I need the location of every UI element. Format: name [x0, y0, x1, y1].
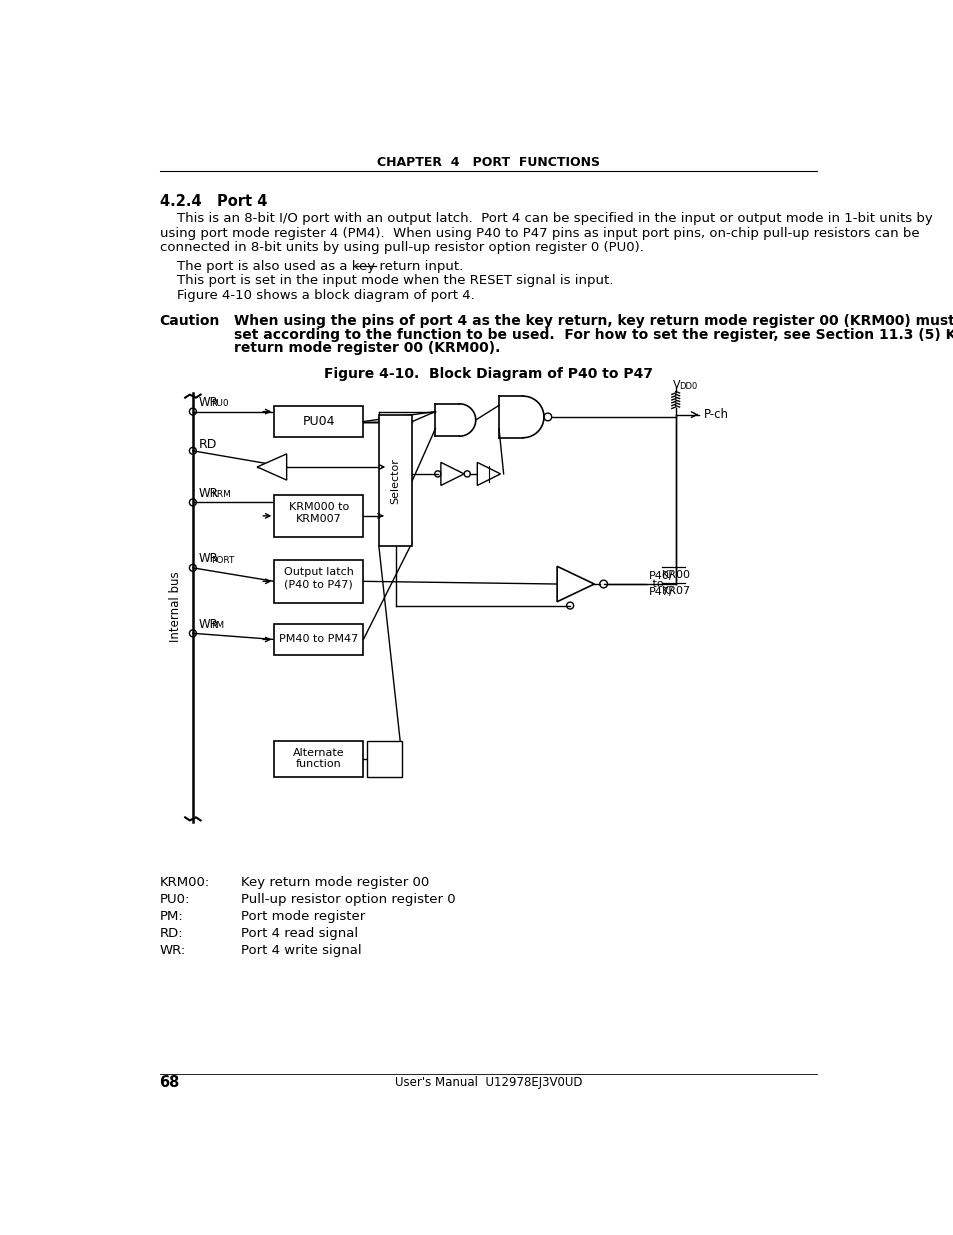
Text: KRM00:: KRM00:: [159, 876, 210, 889]
Text: using port mode register 4 (PM4).  When using P40 to P47 pins as input port pins: using port mode register 4 (PM4). When u…: [159, 227, 918, 240]
Bar: [367, 741, 402, 777]
Text: Figure 4-10 shows a block diagram of port 4.: Figure 4-10 shows a block diagram of por…: [159, 289, 474, 303]
Text: KR00: KR00: [661, 569, 690, 579]
Bar: [274, 406, 363, 437]
Text: Caution: Caution: [159, 314, 220, 327]
Text: DD0: DD0: [679, 383, 697, 391]
Text: Internal bus: Internal bus: [169, 572, 182, 642]
Text: PM40 to PM47: PM40 to PM47: [279, 635, 358, 645]
Text: PU0: PU0: [212, 399, 229, 409]
Text: The port is also used as a key return input.: The port is also used as a key return in…: [159, 259, 462, 273]
Text: Key return mode register 00: Key return mode register 00: [241, 876, 429, 889]
Text: Pull-up resistor option register 0: Pull-up resistor option register 0: [241, 893, 456, 905]
Text: PU04: PU04: [302, 415, 335, 429]
Text: KRM007: KRM007: [295, 514, 341, 524]
Text: P-ch: P-ch: [703, 408, 728, 421]
Text: return mode register 00 (KRM00).: return mode register 00 (KRM00).: [233, 341, 499, 356]
Text: PU0:: PU0:: [159, 893, 190, 905]
Text: Selector: Selector: [390, 458, 400, 504]
Text: P47/: P47/: [648, 588, 673, 598]
Polygon shape: [557, 567, 594, 601]
Text: WR: WR: [198, 487, 218, 500]
Text: RD:: RD:: [159, 926, 183, 940]
Text: KRM000 to: KRM000 to: [289, 501, 349, 513]
Text: 4.2.4   Port 4: 4.2.4 Port 4: [159, 194, 267, 210]
Text: This port is set in the input mode when the RESET signal is input.: This port is set in the input mode when …: [159, 274, 612, 288]
Text: WR: WR: [198, 618, 218, 631]
Polygon shape: [257, 454, 286, 480]
Bar: [274, 624, 363, 655]
Polygon shape: [440, 462, 464, 485]
Text: P40/: P40/: [648, 572, 673, 582]
Text: Port mode register: Port mode register: [241, 910, 365, 923]
Text: WR: WR: [198, 395, 218, 409]
Text: KR07: KR07: [661, 585, 690, 597]
Text: User's Manual  U12978EJ3V0UD: User's Manual U12978EJ3V0UD: [395, 1077, 582, 1089]
Text: Output latch: Output latch: [284, 567, 354, 578]
Text: When using the pins of port 4 as the key return, key return mode register 00 (KR: When using the pins of port 4 as the key…: [233, 314, 953, 327]
Text: 68: 68: [159, 1076, 180, 1091]
Text: connected in 8-bit units by using pull-up resistor option register 0 (PU0).: connected in 8-bit units by using pull-u…: [159, 241, 642, 254]
Text: V: V: [672, 380, 679, 390]
Text: KRM: KRM: [212, 490, 232, 499]
Text: Port 4 read signal: Port 4 read signal: [241, 926, 357, 940]
Bar: [378, 415, 412, 546]
Text: Port 4 write signal: Port 4 write signal: [241, 944, 361, 957]
Bar: [274, 741, 363, 777]
Text: Figure 4-10.  Block Diagram of P40 to P47: Figure 4-10. Block Diagram of P40 to P47: [324, 367, 653, 380]
Text: (P40 to P47): (P40 to P47): [284, 579, 353, 589]
Text: WR:: WR:: [159, 944, 186, 957]
Bar: [274, 495, 363, 537]
Text: Alternate: Alternate: [293, 748, 344, 758]
Text: This is an 8-bit I/O port with an output latch.  Port 4 can be specified in the : This is an 8-bit I/O port with an output…: [159, 212, 931, 225]
Text: CHAPTER  4   PORT  FUNCTIONS: CHAPTER 4 PORT FUNCTIONS: [377, 156, 599, 168]
Polygon shape: [476, 462, 500, 485]
Text: function: function: [295, 760, 341, 769]
Bar: [274, 561, 363, 603]
Text: PM: PM: [212, 621, 224, 630]
Text: set according to the function to be used.  For how to set the register, see Sect: set according to the function to be used…: [233, 327, 953, 342]
Text: PM:: PM:: [159, 910, 183, 923]
Text: RD: RD: [198, 438, 216, 451]
Text: WR: WR: [198, 552, 218, 566]
Text: to: to: [648, 579, 662, 589]
Text: PORT: PORT: [212, 556, 234, 564]
